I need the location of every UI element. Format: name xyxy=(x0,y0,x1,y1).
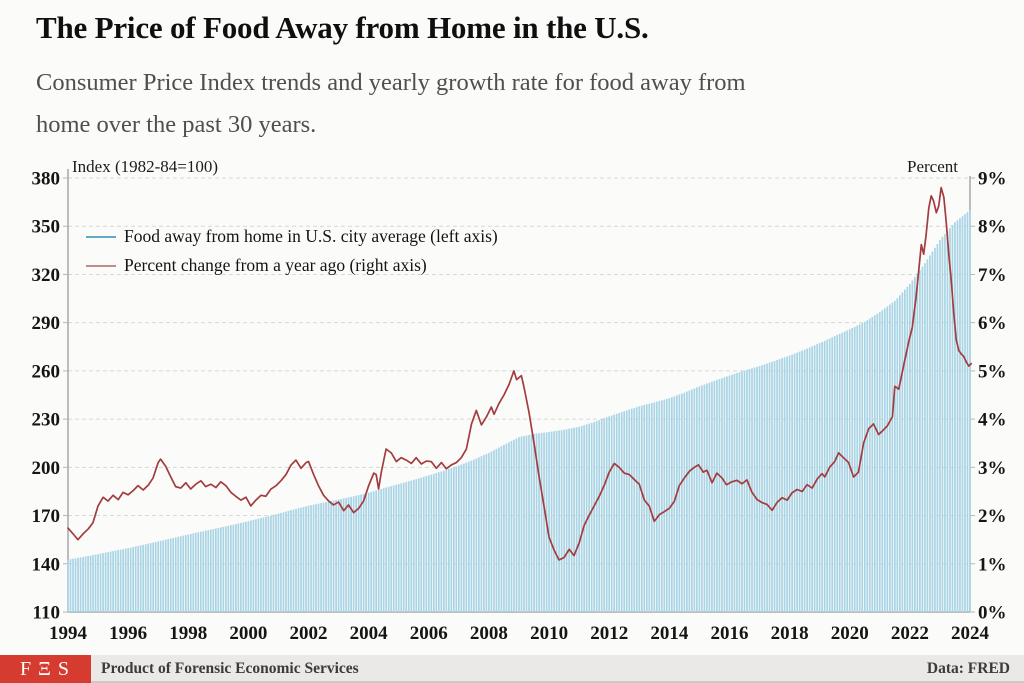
red-line-swatch-icon xyxy=(86,264,116,267)
blue-line-swatch-icon xyxy=(86,235,116,238)
legend-label: Percent change from a year ago (right ax… xyxy=(124,255,427,275)
right-axis-caption: Percent xyxy=(907,157,958,176)
cpi-combo-chart-canvas xyxy=(0,150,1024,655)
subtitle-line-2: home over the past 30 years. xyxy=(36,111,317,138)
chart-legend: Food away from home in U.S. city average… xyxy=(86,222,498,280)
fes-logo: FΞS xyxy=(0,655,91,683)
chart-area: Index (1982-84=100) Percent Food away fr… xyxy=(0,150,1024,655)
footer: FΞS Product of Forensic Economic Service… xyxy=(0,655,1024,683)
page-title: The Price of Food Away from Home in the … xyxy=(36,10,649,45)
legend-item-percent-series: Percent change from a year ago (right ax… xyxy=(86,251,498,280)
legend-label: Food away from home in U.S. city average… xyxy=(124,226,498,246)
footer-product-text: Product of Forensic Economic Services xyxy=(101,660,359,677)
subtitle-line-1: Consumer Price Index trends and yearly g… xyxy=(36,69,746,96)
footer-data-source: Data: FRED xyxy=(926,660,1010,677)
page-subtitle: Consumer Price Index trends and yearly g… xyxy=(36,62,746,146)
legend-item-index-series: Food away from home in U.S. city average… xyxy=(86,222,498,251)
left-axis-caption: Index (1982-84=100) xyxy=(72,157,219,176)
